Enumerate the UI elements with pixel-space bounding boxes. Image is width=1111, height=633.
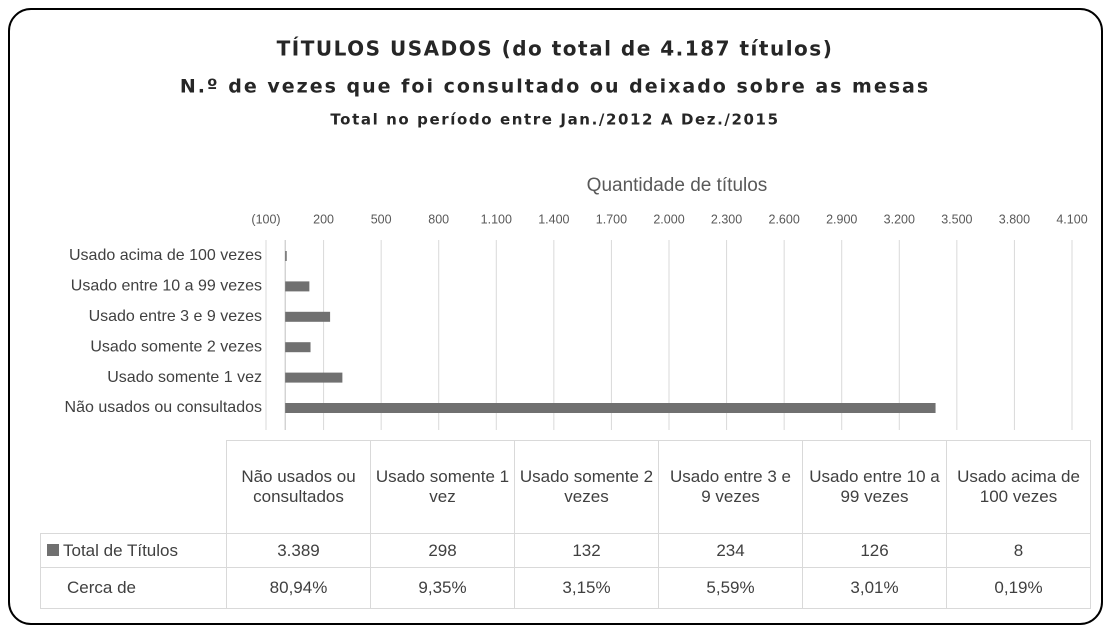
x-tick-label: 2.300	[711, 212, 742, 226]
bar	[285, 251, 287, 261]
x-tick-label: 4.100	[1056, 212, 1087, 226]
y-tick-label: Usado acima de 100 vezes	[69, 247, 262, 264]
value-cell: 80,94%	[226, 567, 371, 609]
value-cell: 3,15%	[514, 567, 659, 609]
legend-label: Total de Títulos	[63, 540, 178, 560]
x-tick-label: 1.700	[596, 212, 627, 226]
row-label: Cerca de	[40, 567, 227, 609]
bar	[285, 342, 311, 353]
x-tick-label: 3.200	[884, 212, 915, 226]
header-cell: Usado somente 1 vez	[370, 440, 515, 534]
x-tick-label: 500	[371, 212, 392, 226]
header-cell: Usado somente 2 vezes	[514, 440, 659, 534]
bar	[285, 372, 343, 383]
bar	[285, 311, 331, 322]
bar	[285, 403, 936, 413]
chart-subtitle: N.º de vezes que foi consultado ou deixa…	[180, 76, 930, 98]
x-tick-label: 1.400	[538, 212, 569, 226]
x-axis-title: Quantidade de títulos	[587, 175, 768, 196]
value-cell: 8	[946, 533, 1091, 568]
value-cell: 5,59%	[658, 567, 803, 609]
data-row: Cerca de 80,94% 9,35% 3,15% 5,59% 3,01% 0,19%	[40, 567, 1091, 609]
data-table: Não usados ou consultados Usado somente 1…	[40, 440, 1091, 609]
corner-cell	[40, 440, 227, 534]
header-row: Não usados ou consultados Usado somente 1…	[40, 440, 1091, 534]
x-tick-label: 2.000	[653, 212, 684, 226]
header-cell: Usado entre 10 a 99 vezes	[802, 440, 947, 534]
value-cell: 9,35%	[370, 567, 515, 609]
y-tick-label: Não usados ou consultados	[65, 399, 262, 416]
x-tick-label: 200	[313, 212, 334, 226]
chart-subtitle: Total no período entre Jan./2012 A Dez./…	[330, 111, 779, 129]
x-tick-label: 800	[428, 212, 449, 226]
bar	[285, 281, 310, 292]
y-tick-label: Usado somente 2 vezes	[90, 338, 262, 355]
value-cell: 0,19%	[946, 567, 1091, 609]
x-tick-label: 2.900	[826, 212, 857, 226]
x-tick-label: 3.800	[999, 212, 1030, 226]
value-cell: 126	[802, 533, 947, 568]
y-tick-label: Usado entre 10 a 99 vezes	[71, 278, 262, 295]
value-cell: 298	[370, 533, 515, 568]
header-cell: Usado entre 3 e 9 vezes	[658, 440, 803, 534]
x-tick-label: 3.500	[941, 212, 972, 226]
chart-title: TÍTULOS USADOS (do total de 4.187 título…	[277, 37, 834, 61]
legend-label: Cerca de	[67, 578, 136, 597]
x-tick-label: 1.100	[481, 212, 512, 226]
value-cell: 3,01%	[802, 567, 947, 609]
y-tick-label: Usado entre 3 e 9 vezes	[89, 308, 262, 325]
data-row: Total de Títulos 3.389 298 132 234 126 8	[40, 533, 1091, 568]
x-tick-label: 2.600	[769, 212, 800, 226]
value-cell: 3.389	[226, 533, 371, 568]
x-tick-label: (100)	[251, 212, 280, 226]
header-cell: Não usados ou consultados	[226, 440, 371, 534]
row-label: Total de Títulos	[40, 533, 227, 568]
value-cell: 132	[514, 533, 659, 568]
header-cell: Usado acima de 100 vezes	[946, 440, 1091, 534]
y-tick-label: Usado somente 1 vez	[107, 369, 262, 386]
legend-key	[47, 543, 59, 556]
value-cell: 234	[658, 533, 803, 568]
